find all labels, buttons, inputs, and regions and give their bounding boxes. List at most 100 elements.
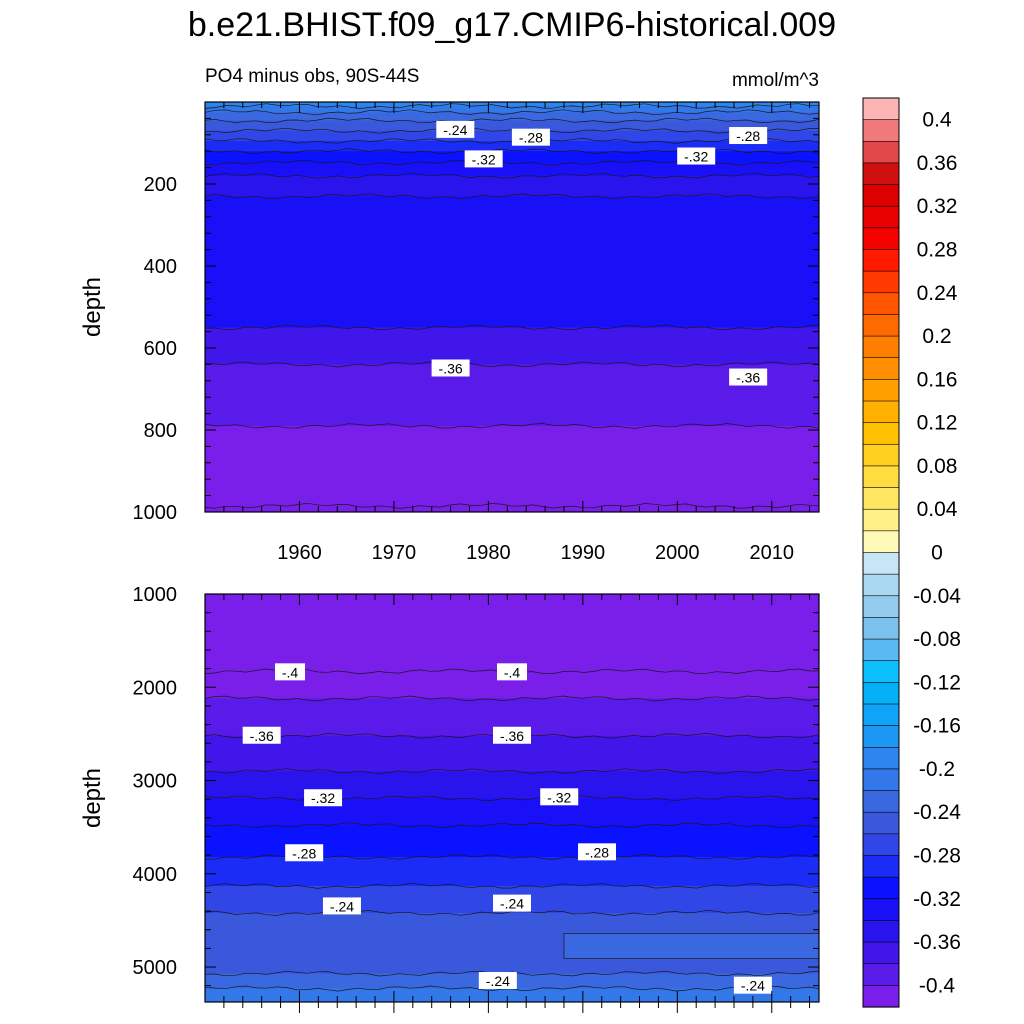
top-band xyxy=(205,112,819,121)
top-panel-title: PO4 minus obs, 90S-44S xyxy=(205,66,419,87)
colorbar-box xyxy=(862,119,900,142)
bottom-panel: -.4 -.4 -.36 -.36 -.32 -.32 -.28 -.28 -.24 -.24 -.… xyxy=(79,584,820,1013)
colorbar-label: 0.04 xyxy=(917,498,958,521)
colorbar-box xyxy=(862,314,900,337)
colorbar-box xyxy=(862,595,900,619)
y-tick-label: 800 xyxy=(144,420,177,442)
contour-label: -.36 xyxy=(439,361,463,377)
colorbar-label: 0.08 xyxy=(917,455,958,478)
colorbar-label: -0.12 xyxy=(913,671,961,694)
bottom-panel-y-ticks: 1000 2000 3000 4000 5000 xyxy=(133,584,819,987)
top-band xyxy=(205,106,819,113)
colorbar-box xyxy=(862,400,900,424)
y-tick-label: 4000 xyxy=(133,864,178,886)
contour-label-bg xyxy=(478,972,517,990)
top-contour-line xyxy=(205,423,819,429)
contour-label-bg xyxy=(729,368,768,386)
x-tick-label: 1980 xyxy=(466,542,511,564)
colorbar-box xyxy=(862,638,900,662)
bottom-panel-frame xyxy=(204,593,820,1003)
contour-label: -.36 xyxy=(250,728,274,744)
colorbar-box xyxy=(862,227,900,251)
contour-label-bg xyxy=(729,127,768,145)
bottom-contour-line xyxy=(205,768,819,775)
x-tick-label: 1960 xyxy=(277,542,322,564)
top-panel-x-ticks: 1960 1970 1980 1990 2000 2010 xyxy=(223,102,811,564)
colorbar-box xyxy=(862,725,900,748)
colorbar-label: -0.24 xyxy=(913,801,961,824)
colorbar-box xyxy=(862,162,900,186)
top-contour-line xyxy=(205,103,819,109)
contour-label: -.32 xyxy=(547,789,571,805)
colorbar-box xyxy=(862,876,900,900)
top-band xyxy=(205,102,819,107)
colorbar-box xyxy=(862,270,900,294)
colorbar-label: 0.24 xyxy=(917,282,958,305)
colorbar-box xyxy=(862,985,900,1008)
contour-label-bg xyxy=(493,894,531,912)
colorbar-box xyxy=(862,292,900,316)
contour-label-bg xyxy=(242,726,281,744)
colorbar-box xyxy=(862,660,900,683)
contour-label: -.36 xyxy=(736,370,760,386)
contour-label-bg xyxy=(540,788,579,806)
contour-label: -.24 xyxy=(486,973,510,989)
contour-label-bg xyxy=(431,359,470,377)
colorbar-box xyxy=(862,335,900,359)
bottom-panel-contour-labels: -.4 -.4 -.36 -.36 -.32 -.32 -.28 -.28 -.24 -.24 -.… xyxy=(242,663,772,994)
top-band xyxy=(205,140,819,152)
bottom-panel-ylabel: depth xyxy=(79,768,106,828)
top-panel-y-ticks: 200 400 600 800 1000 xyxy=(133,101,819,524)
x-tick-label: 2010 xyxy=(750,542,795,564)
y-tick-label: 200 xyxy=(144,174,177,196)
colorbar-box xyxy=(862,898,900,922)
top-contour-line xyxy=(205,109,819,116)
colorbar-box xyxy=(862,703,900,727)
contour-label: -.24 xyxy=(443,122,467,138)
bottom-band xyxy=(205,771,819,799)
contour-label-bg xyxy=(275,663,306,681)
colorbar-label: -0.16 xyxy=(913,715,961,738)
colorbar-box xyxy=(862,963,900,986)
contour-label-bg xyxy=(464,150,503,168)
colorbar-label: 0.12 xyxy=(917,412,958,435)
y-tick-label: 1000 xyxy=(133,584,178,606)
bottom-contour-line xyxy=(205,822,819,829)
top-contour-line xyxy=(205,361,819,368)
colorbar-box xyxy=(862,811,900,835)
x-tick-label: 1970 xyxy=(372,542,417,564)
colorbar-label: 0.2 xyxy=(922,325,951,348)
x-tick-label: 2000 xyxy=(655,542,700,564)
top-contour-line xyxy=(205,193,819,200)
contour-label: -.32 xyxy=(311,790,335,806)
contour-label: -.36 xyxy=(500,728,524,744)
colorbar-box xyxy=(862,833,900,857)
colorbar-box xyxy=(862,249,900,272)
top-contour-line xyxy=(205,148,819,155)
bottom-panel-x-ticks xyxy=(223,594,811,1013)
top-contour-line xyxy=(205,159,819,166)
colorbar-label: 0.28 xyxy=(917,239,958,262)
top-band xyxy=(205,175,819,197)
contour-label: -.24 xyxy=(741,978,765,994)
bottom-band xyxy=(205,856,819,887)
y-tick-label: 600 xyxy=(144,338,177,360)
colorbar-label: -0.32 xyxy=(913,888,961,911)
top-panel-units: mmol/m^3 xyxy=(732,70,819,91)
colorbar-box xyxy=(862,422,900,445)
colorbar-box xyxy=(862,617,900,640)
colorbar-box xyxy=(862,552,900,575)
colorbar-box xyxy=(862,508,900,532)
contour-label: -.24 xyxy=(500,896,524,912)
top-band xyxy=(205,151,819,164)
top-panel-contour-labels: -.24 -.28 -.28 -.32 -.32 -.36 -.36 xyxy=(431,120,768,386)
contour-label-bg xyxy=(578,843,617,861)
bottom-contour-line xyxy=(205,883,819,889)
colorbar-box xyxy=(862,682,900,705)
bottom-contour-line xyxy=(205,970,819,977)
top-band xyxy=(205,425,819,507)
colorbar-label: 0.36 xyxy=(917,152,958,175)
colorbar-label: -0.36 xyxy=(913,931,961,954)
colorbar-label: -0.4 xyxy=(919,974,956,997)
